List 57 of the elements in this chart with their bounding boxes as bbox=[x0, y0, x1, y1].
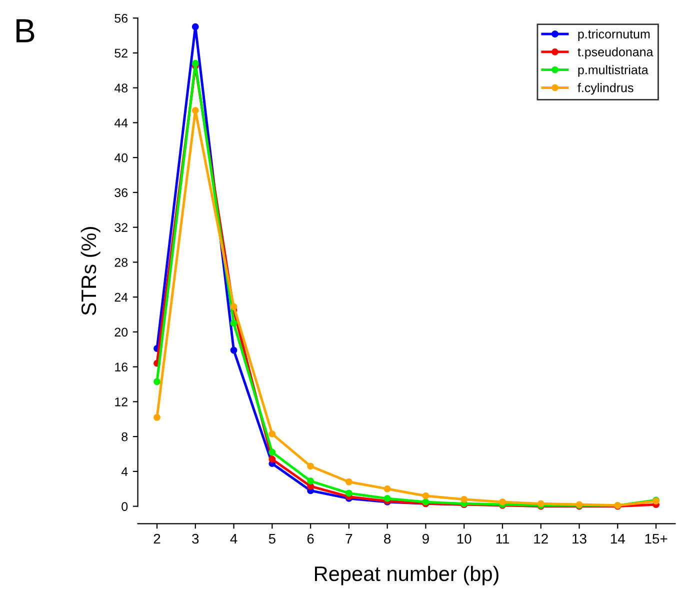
x-tick-label: 10 bbox=[457, 534, 472, 544]
x-axis-title: Repeat number (bp) bbox=[315, 566, 498, 586]
x-tick-label: 2 bbox=[154, 534, 160, 544]
x-tick-label: 3 bbox=[192, 534, 199, 544]
x-tick-label: 11 bbox=[496, 534, 510, 544]
x-tick-label: 8 bbox=[384, 534, 391, 544]
point bbox=[230, 303, 238, 310]
x-tick-label: 5 bbox=[268, 534, 276, 544]
point bbox=[460, 496, 468, 503]
y-tick-label: 16 bbox=[115, 362, 128, 372]
x-tick-label: 4 bbox=[230, 534, 238, 544]
x-tick-label: 7 bbox=[346, 534, 352, 544]
x-tick-label: 12 bbox=[534, 534, 548, 544]
y-tick-label: 40 bbox=[114, 153, 128, 162]
point bbox=[268, 456, 276, 463]
legend-label: t.pseudonana bbox=[578, 47, 654, 59]
x-tick-label: 6 bbox=[307, 534, 314, 544]
y-tick-label: 32 bbox=[114, 223, 128, 232]
y-tick-label: 4 bbox=[121, 467, 128, 476]
point bbox=[384, 485, 391, 492]
point bbox=[307, 478, 314, 484]
point bbox=[384, 494, 391, 502]
point bbox=[345, 478, 352, 486]
point bbox=[192, 60, 199, 67]
point bbox=[192, 107, 199, 114]
y-tick-label: 44 bbox=[114, 118, 128, 128]
x-tick-label: 9 bbox=[422, 534, 429, 544]
point bbox=[499, 498, 506, 506]
point bbox=[268, 448, 276, 456]
y-tick-label: 52 bbox=[114, 48, 128, 58]
point bbox=[192, 23, 199, 30]
y-tick-label: 20 bbox=[114, 328, 128, 337]
point bbox=[422, 492, 430, 500]
y-tick-label: 8 bbox=[122, 432, 128, 442]
y-tick-label: 28 bbox=[114, 258, 128, 267]
x-tick-label: 14 bbox=[610, 534, 625, 544]
x-tick-label: 15+ bbox=[645, 534, 668, 544]
point bbox=[307, 482, 314, 490]
point bbox=[230, 346, 238, 354]
point bbox=[268, 430, 276, 438]
y-tick-label: 0 bbox=[122, 502, 128, 511]
text: B bbox=[16, 19, 34, 42]
point bbox=[230, 320, 238, 327]
point bbox=[307, 462, 314, 470]
point bbox=[154, 378, 160, 386]
y-tick-label: 36 bbox=[114, 188, 128, 198]
legend-label: f.cylindrus bbox=[578, 83, 634, 95]
y-tick-label: 48 bbox=[114, 84, 128, 92]
point bbox=[154, 414, 160, 421]
legend-label: p.multistriata bbox=[578, 65, 648, 77]
y-tick-label: 24 bbox=[114, 292, 128, 302]
y-axis-title: STRs (%) bbox=[80, 227, 100, 316]
y-tick-label: 56 bbox=[114, 14, 128, 23]
legend-label: p.tricornutum bbox=[578, 29, 650, 41]
x-tick-label: 13 bbox=[572, 534, 586, 544]
point bbox=[345, 490, 352, 497]
y-tick-label: 12 bbox=[115, 397, 128, 406]
